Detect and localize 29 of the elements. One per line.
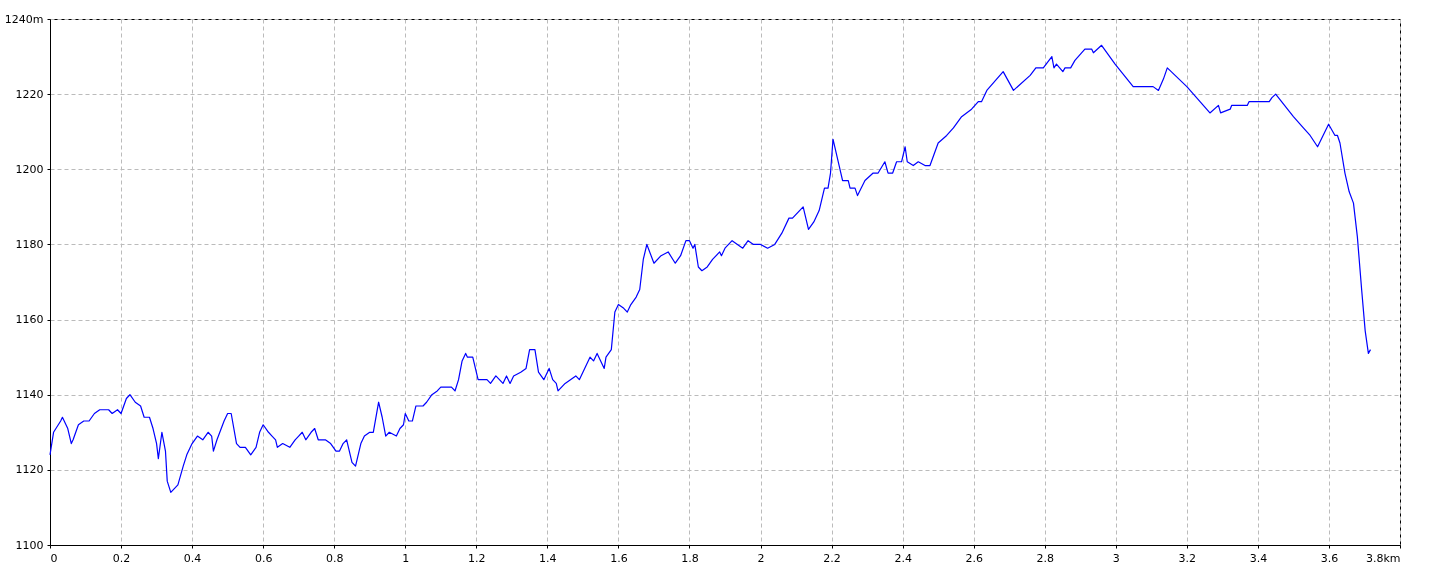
x-tick-label: 0.6 xyxy=(254,551,273,565)
x-tick-label: 0.8 xyxy=(325,551,344,565)
x-tick-label: 1.2 xyxy=(468,551,486,565)
x-tick-label: 2.6 xyxy=(965,551,983,565)
x-tick-label: 2.2 xyxy=(823,551,841,565)
x-tick-label: 3 xyxy=(1112,551,1120,565)
x-tick-label: 3.4 xyxy=(1249,551,1268,565)
x-tick-label: 2 xyxy=(757,551,765,565)
x-tick-label: 1.8 xyxy=(681,551,699,565)
y-tick-label: 1100 xyxy=(15,538,44,552)
x-tick-label: 2.4 xyxy=(894,551,912,565)
x-tick-label: 0 xyxy=(50,551,58,565)
x-tick-label: 0.2 xyxy=(112,551,131,565)
y-tick-label: 1160 xyxy=(15,313,44,327)
x-tick-label: 3.2 xyxy=(1178,551,1197,565)
line-series xyxy=(49,44,1372,493)
y-tick-label: 1240m xyxy=(4,12,44,26)
y-tick-label: 1140 xyxy=(15,388,44,402)
x-tick-label: 0.4 xyxy=(183,551,202,565)
y-tick-label: 1200 xyxy=(15,162,44,176)
x-tick-label: 2.8 xyxy=(1036,551,1054,565)
x-tick-label: 1 xyxy=(402,551,410,565)
y-tick-label: 1120 xyxy=(15,463,44,477)
x-tick-label: 1.6 xyxy=(610,551,628,565)
x-tick-label: 3.8km xyxy=(1365,551,1401,565)
x-tick-label: 3.6 xyxy=(1320,551,1339,565)
x-tick-label: 1.4 xyxy=(539,551,557,565)
y-tick-label: 1220 xyxy=(15,87,44,101)
y-tick-label: 1180 xyxy=(15,237,44,251)
